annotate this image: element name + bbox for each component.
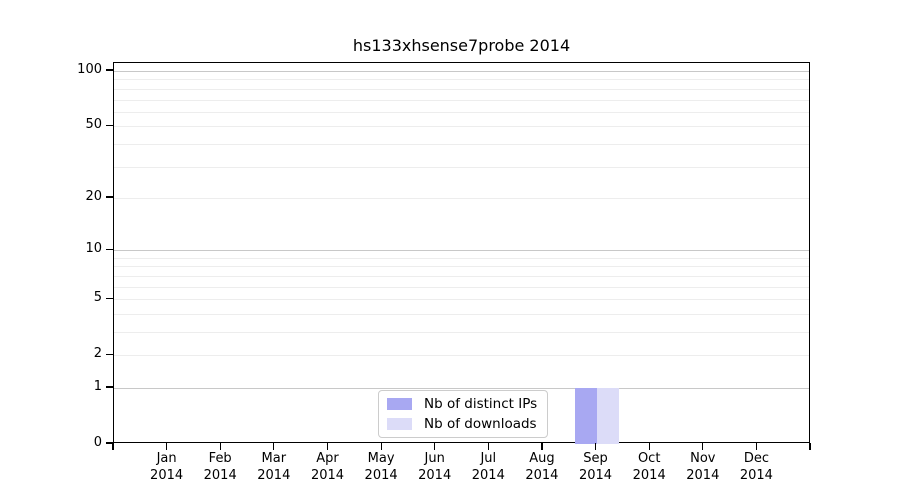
minor-gridline — [114, 88, 809, 90]
minor-gridline — [114, 143, 809, 145]
x-tick-mark — [541, 443, 543, 450]
y-tick-mark — [106, 69, 113, 71]
x-tick-label-aug: Aug 2014 — [525, 451, 559, 483]
x-tick-label-jun: Jun 2014 — [418, 451, 452, 483]
minor-gridline — [114, 355, 809, 357]
y-tick-label: 50 — [85, 117, 102, 133]
major-gridline — [114, 250, 809, 252]
legend: Nb of distinct IPs Nb of downloads — [378, 390, 549, 438]
y-tick-mark — [106, 353, 113, 355]
major-gridline — [114, 71, 809, 72]
minor-gridline — [114, 126, 809, 128]
x-tick-mark — [380, 443, 382, 450]
y-tick-mark — [106, 386, 113, 388]
legend-swatch-distinct-ips-icon — [387, 398, 412, 410]
legend-item-distinct-ips: Nb of distinct IPs — [387, 396, 537, 412]
x-tick-mark — [112, 443, 114, 450]
x-tick-mark — [648, 443, 650, 450]
x-tick-mark — [326, 443, 329, 450]
x-tick-mark — [166, 443, 168, 450]
x-tick-mark — [594, 443, 597, 450]
plot-area — [113, 62, 810, 444]
legend-label-distinct-ips: Nb of distinct IPs — [424, 396, 538, 412]
x-tick-label-jul: Jul 2014 — [471, 451, 505, 483]
y-tick-label: 5 — [93, 290, 102, 306]
x-tick-mark — [755, 443, 758, 450]
x-tick-mark — [219, 443, 221, 450]
y-tick-label: 100 — [77, 62, 102, 77]
x-tick-mark — [809, 443, 811, 450]
legend-item-downloads: Nb of downloads — [387, 416, 537, 432]
minor-gridline — [114, 111, 809, 113]
x-tick-label-apr: Apr 2014 — [310, 451, 345, 483]
y-tick-label: 2 — [93, 346, 102, 362]
minor-gridline — [114, 275, 809, 277]
x-tick-label-jan: Jan 2014 — [150, 451, 184, 483]
x-tick-mark — [434, 443, 436, 450]
x-tick-label-dec: Dec 2014 — [739, 451, 773, 483]
x-tick-label-sep: Sep 2014 — [578, 451, 613, 483]
x-tick-label-nov: Nov 2014 — [686, 451, 720, 483]
minor-gridline — [114, 166, 809, 168]
y-tick-label: 20 — [85, 188, 102, 204]
minor-gridline — [114, 197, 809, 199]
y-tick-mark — [106, 196, 113, 198]
bar-nb-of-downloads-sep — [596, 388, 619, 444]
minor-gridline — [114, 313, 809, 315]
chart-title: hs133xhsense7probe 2014 — [352, 36, 571, 55]
legend-swatch-downloads-icon — [387, 418, 412, 430]
legend-label-downloads: Nb of downloads — [424, 416, 537, 432]
minor-gridline — [114, 257, 809, 259]
minor-gridline — [114, 286, 809, 288]
y-tick-label: 10 — [85, 241, 102, 257]
y-tick-mark — [106, 124, 113, 126]
x-tick-mark — [702, 443, 704, 450]
minor-gridline — [114, 79, 809, 81]
x-tick-mark — [487, 443, 489, 450]
y-tick-label: 1 — [93, 379, 102, 394]
x-tick-label-feb: Feb 2014 — [203, 451, 237, 483]
minor-gridline — [114, 266, 809, 268]
y-tick-mark — [106, 248, 113, 250]
x-tick-label-may: May 2014 — [364, 451, 398, 483]
x-tick-label-oct: Oct 2014 — [632, 451, 666, 483]
major-gridline — [114, 388, 809, 389]
x-tick-mark — [273, 443, 275, 450]
y-tick-label: 0 — [93, 435, 102, 450]
x-tick-label-mar: Mar 2014 — [257, 451, 291, 483]
y-tick-mark — [106, 297, 113, 299]
minor-gridline — [114, 299, 809, 301]
y-tick-mark — [106, 442, 113, 444]
minor-gridline — [114, 99, 809, 101]
bar-nb-of-distinct-ips-sep — [574, 388, 597, 444]
minor-gridline — [114, 332, 809, 333]
